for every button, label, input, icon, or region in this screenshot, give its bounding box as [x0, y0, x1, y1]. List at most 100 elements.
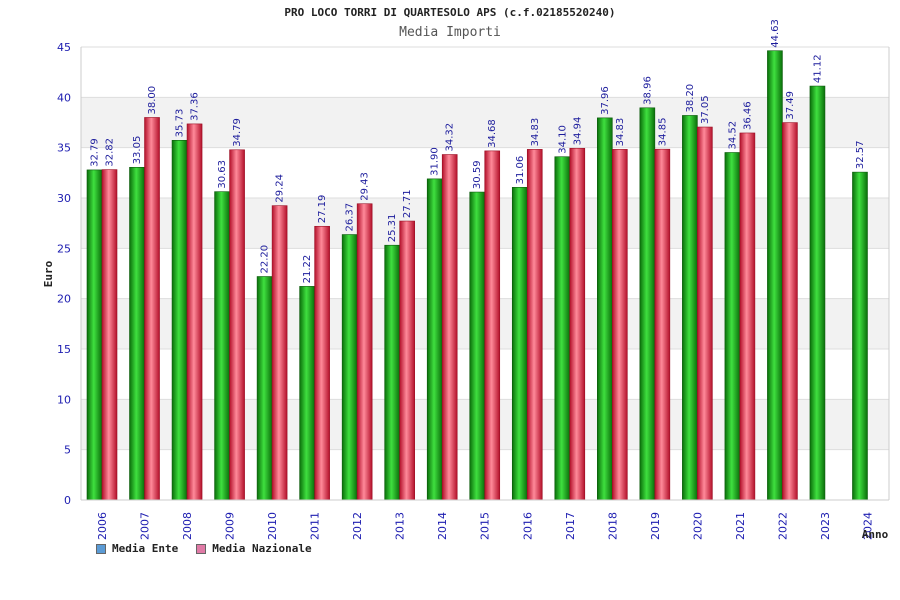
data-label: 32.57 [855, 140, 866, 169]
bar-media-nazionale [484, 150, 501, 501]
bar-media-ente [86, 169, 103, 501]
bars-layer [86, 50, 868, 501]
bar-media-ente [724, 152, 741, 501]
bar-media-ente [597, 117, 613, 501]
bar-media-ente [171, 140, 188, 501]
legend-swatch-media-nazionale [196, 543, 207, 554]
data-label: 34.32 [445, 123, 456, 152]
data-label: 32.79 [90, 138, 101, 167]
x-tick-label: 2008 [181, 512, 194, 540]
data-label: 30.59 [472, 160, 483, 189]
y-tick-label: 35 [57, 142, 71, 155]
x-tick-label: 2014 [436, 512, 449, 540]
bar-media-ente [299, 286, 315, 501]
x-tick-label: 2020 [691, 512, 704, 540]
x-tick-label: 2018 [606, 512, 619, 540]
legend-swatch-media-ente [96, 543, 106, 554]
data-labels-layer: 32.79 32.82 33.05 38.00 35.73 37.36 30.63 34.79… [90, 19, 866, 283]
data-label: 27.71 [402, 189, 413, 218]
bar-media-ente [256, 276, 273, 501]
data-label: 35.73 [175, 109, 186, 138]
y-tick-label: 40 [57, 91, 71, 104]
y-tick-label: 0 [64, 494, 71, 507]
data-label: 37.96 [600, 86, 611, 115]
x-tick-label: 2023 [819, 512, 832, 540]
data-label: 34.94 [572, 117, 583, 146]
bar-media-nazionale [399, 220, 415, 501]
x-tick-label: 2016 [521, 512, 534, 540]
chart-subtitle: Media Importi [399, 25, 501, 40]
y-tick-label: 5 [64, 444, 71, 457]
y-tick-label: 30 [57, 192, 71, 205]
bar-media-nazionale [441, 154, 458, 501]
legend-label-media-ente: Media Ente [112, 542, 179, 555]
bar-media-nazionale [697, 126, 713, 501]
data-label: 34.52 [727, 121, 738, 150]
bar-media-nazionale [569, 147, 586, 501]
x-tick-label: 2006 [96, 512, 109, 540]
bar-media-nazionale [526, 149, 543, 501]
bar-media-nazionale [356, 203, 373, 501]
axes-layer: 0 5 10 15 20 25 30 35 40 45 2006 2007 2008 2009 2010 20… [57, 41, 890, 540]
legend-item-media-nazionale: Media Nazionale [196, 542, 312, 555]
legend-item-media-ente: Media Ente [96, 542, 178, 555]
data-label: 36.46 [742, 101, 753, 130]
bar-media-ente [554, 156, 571, 501]
data-label: 34.68 [487, 119, 498, 148]
bar-media-ente [129, 166, 145, 501]
data-label: 37.36 [190, 92, 201, 121]
data-label: 31.06 [515, 156, 526, 185]
bar-media-ente [809, 85, 826, 501]
bar-media-ente [852, 171, 868, 501]
data-label: 41.12 [812, 54, 823, 83]
data-label: 38.20 [685, 84, 696, 113]
data-label: 37.49 [785, 91, 796, 120]
bar-media-nazionale [782, 122, 798, 501]
y-tick-label: 25 [57, 242, 71, 255]
x-axis-title: Anno [862, 528, 889, 541]
y-axis-title: Euro [42, 260, 55, 287]
legend: Media Ente Media Nazionale [96, 542, 312, 555]
data-label: 27.19 [317, 195, 328, 224]
bar-media-ente [639, 107, 656, 501]
data-label: 31.90 [430, 147, 441, 176]
x-tick-label: 2010 [266, 512, 279, 540]
data-label: 37.05 [700, 95, 711, 124]
x-tick-label: 2009 [224, 512, 237, 540]
data-label: 21.22 [302, 255, 313, 284]
data-label: 30.63 [217, 160, 228, 189]
data-label: 34.85 [657, 118, 668, 147]
x-tick-label: 2011 [309, 512, 322, 540]
x-tick-label: 2015 [479, 512, 492, 540]
data-label: 32.82 [105, 138, 116, 167]
bar-media-ente [511, 187, 528, 501]
data-label: 38.00 [147, 86, 158, 115]
bar-media-ente [682, 115, 698, 501]
bar-media-nazionale [144, 117, 160, 501]
y-tick-label: 10 [57, 393, 71, 406]
bar-media-nazionale [271, 205, 288, 501]
data-label: 22.20 [260, 245, 271, 274]
bar-media-nazionale [654, 148, 671, 501]
bar-media-nazionale [612, 149, 628, 501]
bar-media-nazionale [314, 225, 330, 501]
bar-media-nazionale [186, 123, 203, 501]
x-tick-label: 2007 [139, 512, 152, 540]
x-tick-label: 2019 [649, 512, 662, 540]
bar-media-nazionale [229, 149, 245, 501]
bar-media-ente [214, 191, 230, 501]
y-tick-label: 15 [57, 343, 71, 356]
bar-media-nazionale [101, 169, 118, 501]
y-tick-label: 20 [57, 293, 71, 306]
x-tick-label: 2012 [351, 512, 364, 540]
data-label: 25.31 [387, 214, 398, 243]
data-label: 44.63 [770, 19, 781, 48]
data-label: 34.83 [615, 118, 626, 147]
data-label: 38.96 [642, 76, 653, 105]
y-tick-label: 45 [57, 41, 71, 54]
x-tick-label: 2013 [394, 512, 407, 540]
data-label: 34.79 [232, 118, 243, 147]
x-tick-label: 2024 [861, 512, 874, 540]
bar-media-ente [341, 234, 358, 501]
data-label: 34.83 [530, 118, 541, 147]
